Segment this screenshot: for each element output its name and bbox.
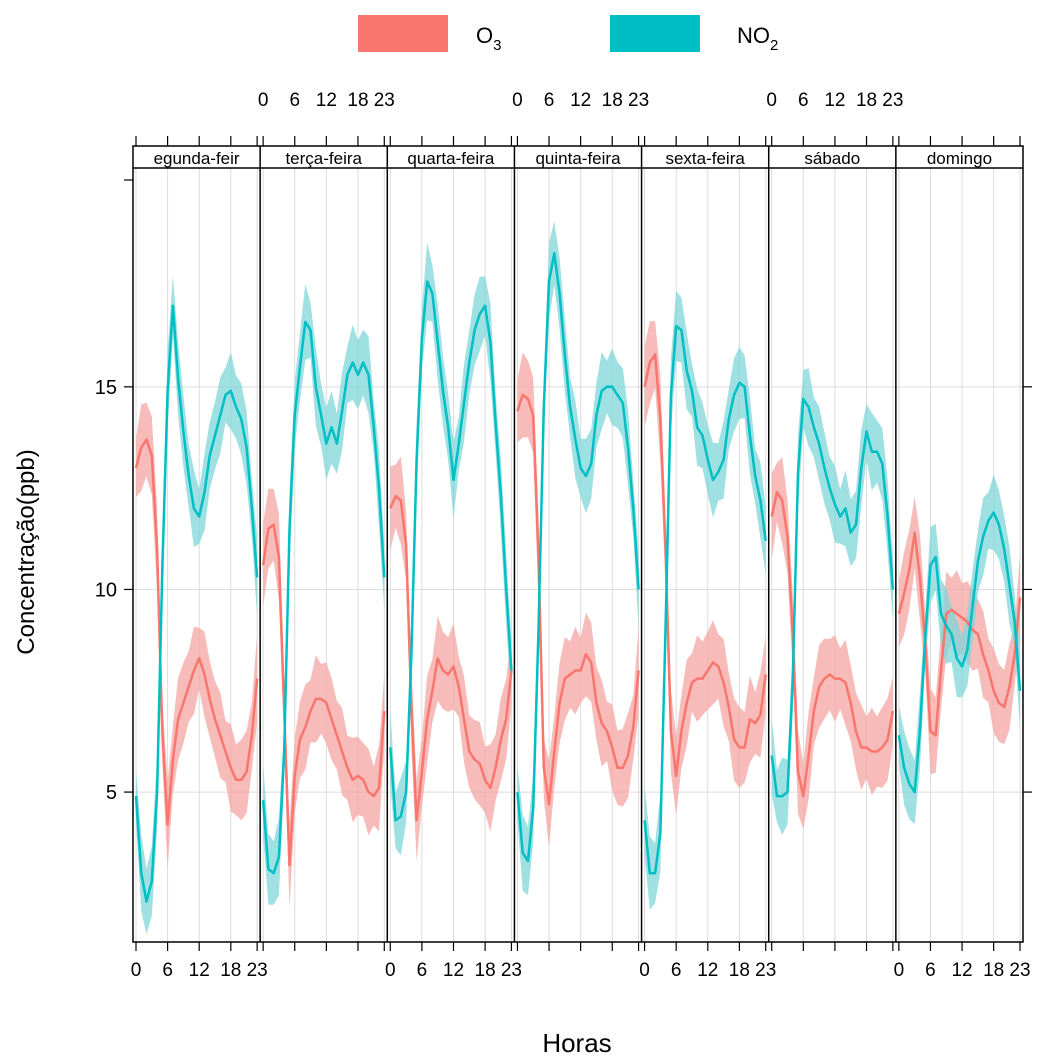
- legend: O3 NO2: [358, 15, 778, 54]
- x-tick-label-top: 12: [570, 90, 591, 111]
- x-tick-label: 6: [417, 960, 428, 981]
- plot-border: [132, 145, 1024, 943]
- line-o3-5: [770, 490, 895, 798]
- line-no2-1: [261, 320, 386, 875]
- line-no2-0: [134, 304, 259, 903]
- x-tick-label: 23: [1009, 960, 1030, 981]
- grid: [133, 168, 1023, 942]
- line-no2-2: [389, 280, 513, 822]
- legend-swatch-o3: [358, 15, 448, 52]
- line-o3-1: [261, 523, 386, 867]
- x-tick-label: 23: [755, 960, 776, 981]
- x-axis-title: Horas: [542, 1028, 611, 1058]
- series-lines: [134, 251, 1022, 903]
- strip-label: sexta-feira: [665, 149, 745, 168]
- x-tick-label-top: 6: [544, 90, 555, 111]
- x-tick-label: 12: [443, 960, 464, 981]
- legend-swatch-no2: [610, 15, 700, 52]
- x-tick-label: 6: [671, 960, 682, 981]
- x-tick-label: 12: [697, 960, 718, 981]
- x-tick-label: 6: [925, 960, 936, 981]
- line-o3-0: [134, 438, 259, 826]
- x-tick-label: 0: [385, 960, 396, 981]
- line-no2-3: [516, 251, 640, 863]
- x-tick-label: 0: [131, 960, 142, 981]
- strip-label: egunda-feir: [154, 149, 240, 168]
- y-tick-label: 15: [95, 377, 117, 399]
- line-o3-6: [897, 531, 1022, 737]
- x-tick-label-top: 18: [856, 90, 877, 111]
- x-tick-label-top: 23: [374, 90, 395, 111]
- x-tick-label: 12: [189, 960, 210, 981]
- x-tick-label-top: 12: [316, 90, 337, 111]
- band-o3-0: [136, 402, 258, 869]
- x-tick-label-top: 23: [628, 90, 649, 111]
- strip-label: quarta-feira: [407, 149, 494, 168]
- x-tick-label-top: 6: [798, 90, 809, 111]
- line-no2-5: [770, 397, 895, 798]
- x-tick-label: 23: [247, 960, 268, 981]
- line-no2-4: [643, 324, 767, 875]
- x-tick-label-top: 12: [824, 90, 845, 111]
- band-no2-5: [771, 368, 893, 835]
- band-no2-4: [644, 291, 766, 910]
- y-tick-label: 10: [95, 579, 117, 601]
- axes: 0 6 12 18 230 6 12 18 230 6 12 18 230 6 12 18 230 6 12 18 23…: [95, 90, 1032, 981]
- x-tick-label: 0: [894, 960, 905, 981]
- x-tick-label-top: 23: [882, 90, 903, 111]
- line-o3-3: [516, 393, 640, 806]
- x-tick-label-top: 0: [766, 90, 777, 111]
- panel-frames: egunda-feir terça-feira quarta-feira quinta…: [132, 145, 1024, 943]
- x-tick-label: 12: [951, 960, 972, 981]
- band-o3-5: [771, 457, 893, 829]
- x-tick-label: 18: [729, 960, 750, 981]
- band-o3-3: [517, 352, 639, 848]
- confidence-bands: [136, 221, 1020, 935]
- x-tick-label: 0: [639, 960, 650, 981]
- x-tick-label: 18: [475, 960, 496, 981]
- x-tick-label-top: 18: [347, 90, 368, 111]
- y-axis-title: Concentração(ppb): [13, 449, 40, 654]
- x-tick-label-top: 0: [512, 90, 523, 111]
- x-tick-label: 23: [501, 960, 522, 981]
- strip-label: sábado: [804, 149, 860, 168]
- band-no2-3: [517, 221, 639, 896]
- band-no2-6: [898, 474, 1020, 824]
- line-no2-6: [897, 511, 1022, 794]
- line-o3-4: [643, 353, 767, 778]
- strip-label: domingo: [927, 149, 992, 168]
- y-tick-label: 5: [106, 782, 117, 804]
- band-o3-2: [390, 456, 512, 862]
- x-tick-label-top: 18: [602, 90, 623, 111]
- legend-label-o3: O3: [476, 23, 501, 54]
- x-tick-label: 18: [983, 960, 1004, 981]
- band-o3-1: [263, 488, 385, 908]
- strip-label: quinta-feira: [535, 149, 621, 168]
- legend-label-no2: NO2: [737, 23, 778, 54]
- x-tick-label: 6: [162, 960, 173, 981]
- x-tick-label: 18: [220, 960, 241, 981]
- x-tick-label-top: 0: [258, 90, 269, 111]
- x-tick-label-top: 6: [289, 90, 300, 111]
- strip-label: terça-feira: [285, 149, 362, 168]
